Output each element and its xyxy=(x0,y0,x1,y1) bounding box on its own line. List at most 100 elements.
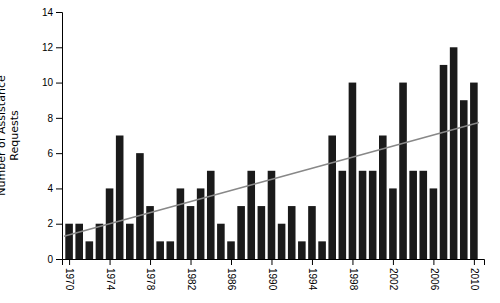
bars xyxy=(65,47,477,259)
x-tick-label: 1982 xyxy=(186,268,197,291)
bar xyxy=(460,100,468,259)
x-tick-mark xyxy=(352,259,353,265)
y-tick: 6 xyxy=(47,148,62,159)
bar xyxy=(440,65,448,259)
x-tick-label: 1974 xyxy=(105,268,116,291)
y-axis-title-line: Number of Assistance xyxy=(0,75,8,196)
bar xyxy=(318,241,326,259)
y-tick: 12 xyxy=(42,42,62,53)
bar xyxy=(450,47,458,259)
x-tick: 2006 xyxy=(429,259,440,291)
bar xyxy=(237,206,245,259)
x-tick: 2010 xyxy=(469,259,480,291)
x-tick: 1978 xyxy=(145,259,156,291)
bar xyxy=(207,171,215,259)
bar xyxy=(419,171,427,259)
x-tick-label: 1990 xyxy=(267,268,278,291)
x-tick-mark xyxy=(433,259,434,265)
bar xyxy=(136,153,144,259)
bar xyxy=(126,224,134,259)
bar xyxy=(389,188,397,259)
y-tick-label: 14 xyxy=(42,7,54,18)
x-tick-mark xyxy=(150,259,151,265)
x-tick-label: 2006 xyxy=(429,268,440,291)
y-tick: 2 xyxy=(47,218,62,229)
y-tick-label: 10 xyxy=(42,77,54,88)
bar xyxy=(328,136,336,260)
x-tick: 1998 xyxy=(348,259,359,291)
bar xyxy=(409,171,417,259)
y-tick-label: 12 xyxy=(42,42,54,53)
bar xyxy=(359,171,367,259)
x-tick-label: 1970 xyxy=(64,268,75,291)
x-axis: 1970 1974 1978 1982 1986 1990 1994 1998 2002 2006… xyxy=(63,259,485,291)
x-tick: 1990 xyxy=(267,259,278,291)
bar xyxy=(65,224,73,259)
bar xyxy=(156,241,164,259)
x-tick-mark xyxy=(231,259,232,265)
bar xyxy=(288,206,296,259)
y-tick: 10 xyxy=(42,77,62,88)
bar xyxy=(116,136,124,260)
bar xyxy=(308,206,316,259)
y-tick-label: 0 xyxy=(47,254,53,265)
x-axis-line xyxy=(63,260,485,266)
bar xyxy=(217,224,225,259)
bar xyxy=(258,206,266,259)
bar xyxy=(227,241,235,259)
marks xyxy=(64,47,479,259)
x-tick-mark xyxy=(110,259,111,265)
bar xyxy=(166,241,174,259)
x-tick-mark xyxy=(271,259,272,265)
y-axis-title: Number of AssistanceRequests xyxy=(0,75,21,196)
x-tick-label: 1986 xyxy=(226,268,237,291)
y-tick-mark xyxy=(56,259,62,260)
bar xyxy=(298,241,306,259)
bar xyxy=(379,136,387,260)
x-tick-mark xyxy=(393,259,394,265)
y-tick: 0 xyxy=(47,254,62,265)
y-axis-line xyxy=(56,13,63,260)
y-tick-mark xyxy=(56,118,62,119)
x-tick-mark xyxy=(474,259,475,265)
y-tick-label: 2 xyxy=(47,218,53,229)
x-tick-label: 2010 xyxy=(469,268,480,291)
x-tick-mark xyxy=(69,259,70,265)
y-axis-title-line: Requests xyxy=(8,110,21,161)
x-tick: 1982 xyxy=(186,259,197,291)
y-tick-label: 8 xyxy=(47,113,53,124)
x-tick: 1970 xyxy=(64,259,75,291)
x-tick-mark xyxy=(312,259,313,265)
trend-line xyxy=(64,123,479,237)
bar xyxy=(278,224,286,259)
y-tick-label: 4 xyxy=(47,183,53,194)
x-tick-mark xyxy=(191,259,192,265)
x-tick-label: 1998 xyxy=(348,268,359,291)
y-tick: 8 xyxy=(47,113,62,124)
y-tick-label: 6 xyxy=(47,148,53,159)
bar xyxy=(96,224,104,259)
bar xyxy=(349,83,357,259)
bar xyxy=(430,188,438,259)
chart: 1970 1974 1978 1982 1986 1990 1994 1998 2002 2006… xyxy=(0,0,500,303)
bar xyxy=(399,83,407,259)
y-tick-mark xyxy=(56,47,62,48)
plot: 1970 1974 1978 1982 1986 1990 1994 1998 2002 2006… xyxy=(42,7,485,291)
bar xyxy=(339,171,347,259)
y-tick-mark xyxy=(56,12,62,13)
y-tick: 4 xyxy=(47,183,62,194)
x-tick: 1986 xyxy=(226,259,237,291)
bar xyxy=(187,206,195,259)
bar xyxy=(470,83,478,259)
y-axis: 0 2 4 6 8 10 12 14 xyxy=(42,7,63,265)
y-tick-mark xyxy=(56,83,62,84)
y-tick-mark xyxy=(56,188,62,189)
y-tick: 14 xyxy=(42,7,62,18)
x-tick-label: 2002 xyxy=(388,268,399,291)
x-tick-label: 1994 xyxy=(307,268,318,291)
x-tick: 1974 xyxy=(105,259,116,291)
y-tick-mark xyxy=(56,153,62,154)
x-tick-label: 1978 xyxy=(145,268,156,291)
bar xyxy=(369,171,377,259)
bar xyxy=(268,171,276,259)
